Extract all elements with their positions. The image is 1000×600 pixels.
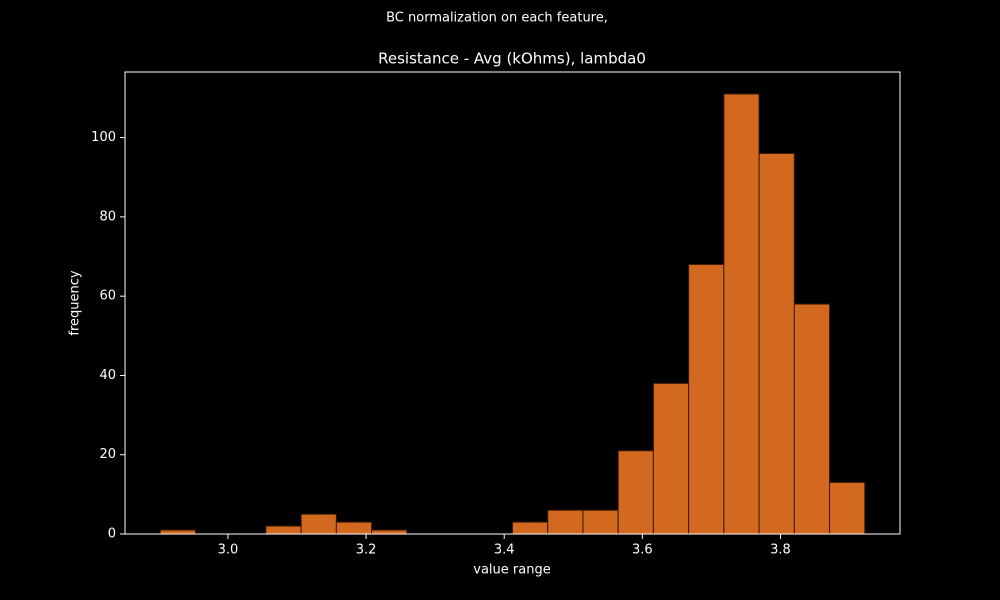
x-tick-label: 3.4 xyxy=(494,543,515,558)
y-tick-label: 100 xyxy=(91,130,116,145)
bar xyxy=(758,152,795,535)
bar xyxy=(371,529,408,535)
bar xyxy=(829,481,866,535)
y-tick-label: 80 xyxy=(99,209,116,224)
bar xyxy=(793,303,831,535)
bar xyxy=(547,509,584,535)
y-tick-label: 40 xyxy=(99,368,116,383)
x-axis-label: value range xyxy=(473,563,550,578)
x-tick-label: 3.2 xyxy=(356,543,377,558)
plot-frame xyxy=(124,71,901,535)
bar xyxy=(512,521,549,535)
bar xyxy=(582,509,619,535)
bar xyxy=(335,521,373,535)
x-tick-label: 3.8 xyxy=(770,543,791,558)
bar xyxy=(159,529,196,535)
x-tick-label: 3.0 xyxy=(218,543,239,558)
bar xyxy=(300,513,337,535)
y-tick-label: 0 xyxy=(108,527,116,542)
suptitle: BC normalization on each feature, xyxy=(386,11,608,26)
bar xyxy=(688,263,725,535)
y-axis-label: frequency xyxy=(68,270,83,336)
y-tick-label: 60 xyxy=(99,289,116,304)
bar xyxy=(723,93,760,535)
bar xyxy=(617,450,654,535)
bar xyxy=(652,382,690,535)
bar xyxy=(265,525,302,535)
chart-title: Resistance - Avg (kOhms), lambda0 xyxy=(378,50,646,68)
y-tick-label: 20 xyxy=(99,447,116,462)
x-tick-label: 3.6 xyxy=(632,543,653,558)
